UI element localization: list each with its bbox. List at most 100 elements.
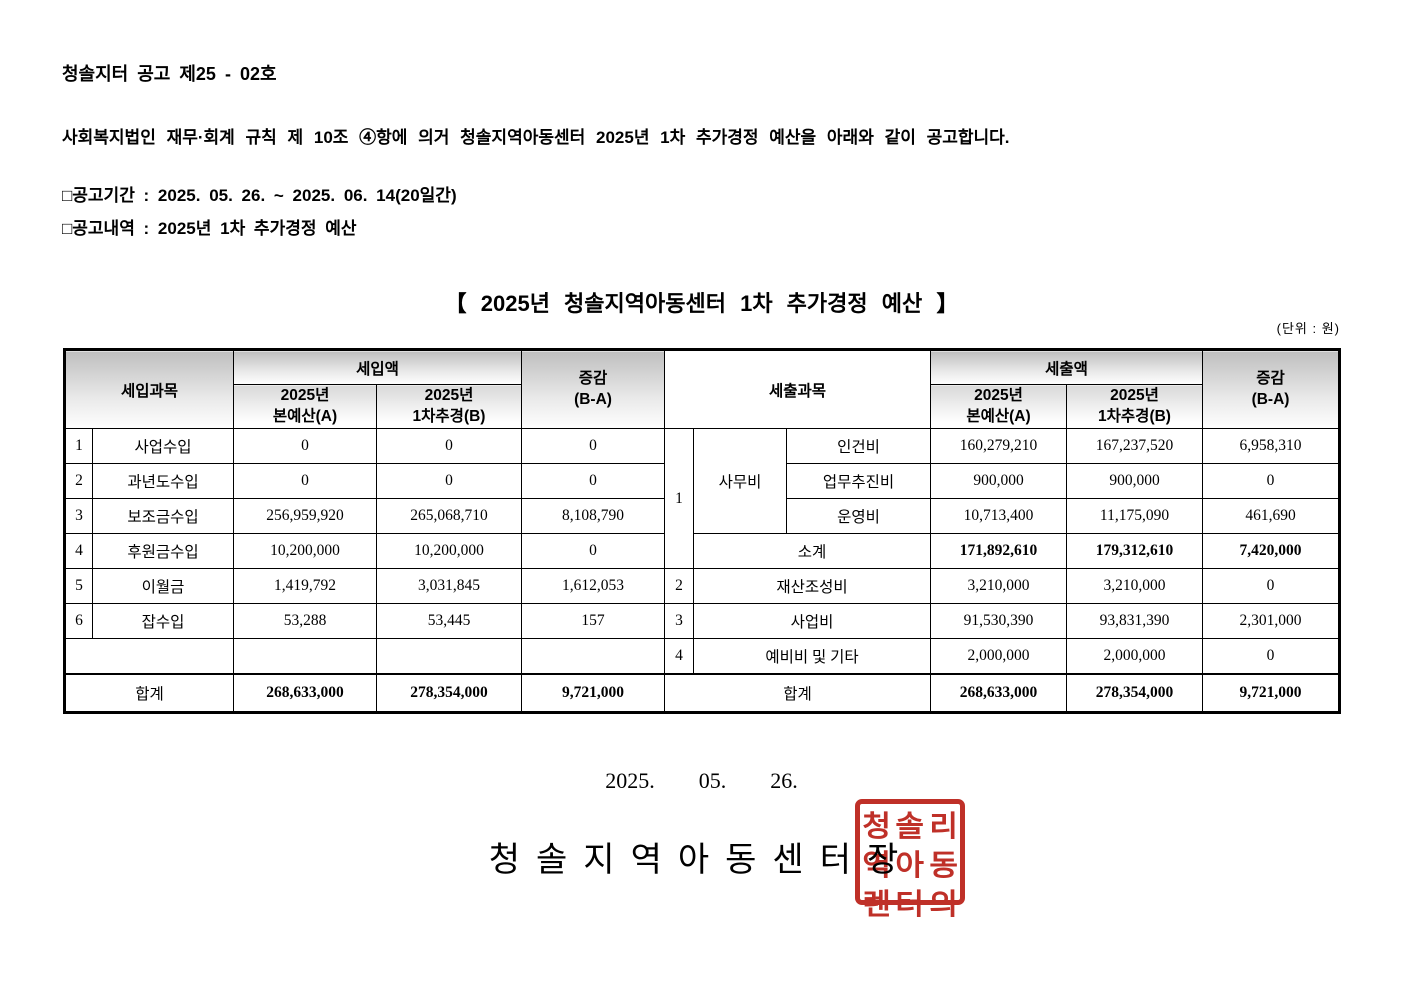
expense-row-number: 2	[664, 568, 695, 604]
table-row: 6 잡수입 53,288 53,445 157 3 사업비 91,530,390…	[64, 603, 1341, 639]
expense-diff: 0	[1202, 568, 1341, 604]
income-row-number: 4	[64, 533, 93, 569]
unit-note: (단위 : 원)	[1276, 321, 1340, 336]
seal-char: 터	[895, 888, 925, 921]
expense-item-name: 업무추진비	[786, 463, 932, 499]
expense-amount-a: 3,210,000	[930, 568, 1068, 604]
expense-amount-b: 2,000,000	[1066, 638, 1204, 675]
notice-period: □공고기간 : 2025. 05. 26. ~ 2025. 06. 14(20일…	[62, 186, 457, 205]
expense-total-b: 278,354,000	[1066, 673, 1204, 713]
income-amount-b: 3,031,845	[376, 568, 523, 604]
table-header-row-2: 2025년 본예산(A) 2025년 1차추경(B) 2025년 본예산(A) …	[65, 384, 1340, 429]
income-diff: 157	[521, 603, 666, 639]
seal-char: 솔	[895, 810, 925, 843]
expense-amount-a: 160,279,210	[930, 428, 1068, 464]
expense-subtotal-b: 179,312,610	[1066, 533, 1204, 569]
income-diff	[521, 638, 666, 675]
expense-item-name: 사업비	[693, 603, 932, 639]
income-amount-b: 265,068,710	[376, 498, 523, 534]
income-category-header: 세입과목	[63, 349, 235, 429]
income-row-number: 6	[64, 603, 93, 639]
seal-char: 아	[895, 849, 925, 882]
expense-amount-b: 11,175,090	[1066, 498, 1204, 534]
income-amount-a: 1,419,792	[233, 568, 378, 604]
expense-amount-b: 3,210,000	[1066, 568, 1204, 604]
income-row-number: 3	[64, 498, 93, 534]
income-row-number: 2	[64, 463, 93, 499]
expense-amount-a: 2,000,000	[930, 638, 1068, 675]
expense-group-name: 사무비	[693, 428, 788, 534]
expense-diff: 0	[1202, 463, 1341, 499]
intro-text: 사회복지법인 재무·회계 규칙 제 10조 ④항에 의거 청솔지역아동센터 20…	[62, 128, 1010, 147]
income-amount-b: 0	[376, 463, 523, 499]
income-item-name: 보조금수입	[91, 498, 235, 534]
expense-subtotal-label: 소계	[693, 533, 932, 569]
announcement-date: 2025. 05. 26.	[0, 768, 1403, 794]
table-total-row: 합계 268,633,000 278,354,000 9,721,000 합계 …	[63, 673, 1341, 713]
expense-amount-a: 10,713,400	[930, 498, 1068, 534]
official-seal-stamp: 청 솔 리 역 아 동 렌 터 의	[855, 799, 965, 920]
expense-amount-a: 900,000	[930, 463, 1068, 499]
table-row: 5 이월금 1,419,792 3,031,845 1,612,053 2 재산…	[64, 568, 1341, 604]
income-amount-a: 256,959,920	[233, 498, 378, 534]
expense-total-diff: 9,721,000	[1202, 673, 1341, 713]
income-item-name: 후원금수입	[91, 533, 235, 569]
income-amount-group-header: 세입액	[233, 349, 523, 385]
expense-item-name: 재산조성비	[693, 568, 932, 604]
income-amount-a	[233, 638, 378, 675]
notice-content: □공고내역 : 2025년 1차 추가경정 예산	[62, 219, 357, 238]
table-row: 1 사업수입 0 0 0 1 사무비 인건비 160,279,210 167,2…	[64, 428, 1341, 569]
expense-item-name: 운영비	[786, 498, 932, 534]
expense-subtotal-a: 171,892,610	[930, 533, 1068, 569]
income-row-number: 5	[64, 568, 93, 604]
seal-char: 역	[862, 849, 891, 882]
income-amount-a: 0	[233, 463, 378, 499]
signature-title: 청솔지역아동센터장	[488, 842, 915, 879]
seal-char: 동	[929, 849, 958, 882]
expense-diff: 2,301,000	[1202, 603, 1341, 639]
expense-group-number: 1	[664, 428, 695, 569]
table-header-row-1: 세입과목 세입액 증감 (B-A) 세출과목 세출액 증감 (B-A)	[63, 349, 1341, 429]
income-diff: 8,108,790	[521, 498, 666, 534]
income-amount-b	[376, 638, 523, 675]
date-year: 2025.	[605, 768, 655, 793]
seal-char: 청	[862, 810, 891, 843]
income-diff: 1,612,053	[521, 568, 666, 604]
seal-char: 의	[929, 888, 958, 921]
table-title: 【 2025년 청솔지역아동센터 1차 추가경정 예산 】	[444, 291, 959, 316]
table-row: 4 후원금수입 10,200,000 10,200,000 0 소계 171,8…	[64, 533, 1341, 569]
expense-col-b-header: 2025년 1차추경(B)	[1066, 384, 1204, 429]
date-day: 26.	[770, 768, 798, 793]
expense-diff: 6,958,310	[1202, 428, 1341, 464]
income-col-b-header: 2025년 1차추경(B)	[376, 384, 523, 429]
income-col-a-header: 2025년 본예산(A)	[233, 384, 378, 429]
income-amount-a: 53,288	[233, 603, 378, 639]
date-month: 05.	[698, 768, 727, 793]
budget-table: 세입과목 세입액 증감 (B-A) 세출과목 세출액 증감 (B-A) 2025…	[63, 348, 1342, 714]
income-diff: 0	[521, 463, 666, 499]
income-amount-a: 10,200,000	[233, 533, 378, 569]
income-empty-cell	[63, 638, 235, 675]
income-total-label: 합계	[63, 673, 235, 713]
expense-diff: 0	[1202, 638, 1341, 675]
income-item-name: 사업수입	[91, 428, 235, 464]
income-diff: 0	[521, 533, 666, 569]
income-total-a: 268,633,000	[233, 673, 378, 713]
expense-col-a-header: 2025년 본예산(A)	[930, 384, 1068, 429]
expense-total-a: 268,633,000	[930, 673, 1068, 713]
income-amount-b: 53,445	[376, 603, 523, 639]
expense-amount-b: 167,237,520	[1066, 428, 1204, 464]
expense-subtotal-diff: 7,420,000	[1202, 533, 1341, 569]
income-row-number: 1	[64, 428, 93, 464]
expense-amount-b: 900,000	[1066, 463, 1204, 499]
expense-row-number: 4	[664, 638, 695, 675]
expense-total-label: 합계	[664, 673, 932, 713]
expense-amount-group-header: 세출액	[930, 349, 1204, 385]
expense-item-name: 예비비 및 기타	[693, 638, 932, 675]
income-total-diff: 9,721,000	[521, 673, 666, 713]
seal-char: 리	[929, 810, 958, 843]
expense-category-header: 세출과목	[664, 349, 932, 429]
income-total-b: 278,354,000	[376, 673, 523, 713]
expense-diff: 461,690	[1202, 498, 1341, 534]
